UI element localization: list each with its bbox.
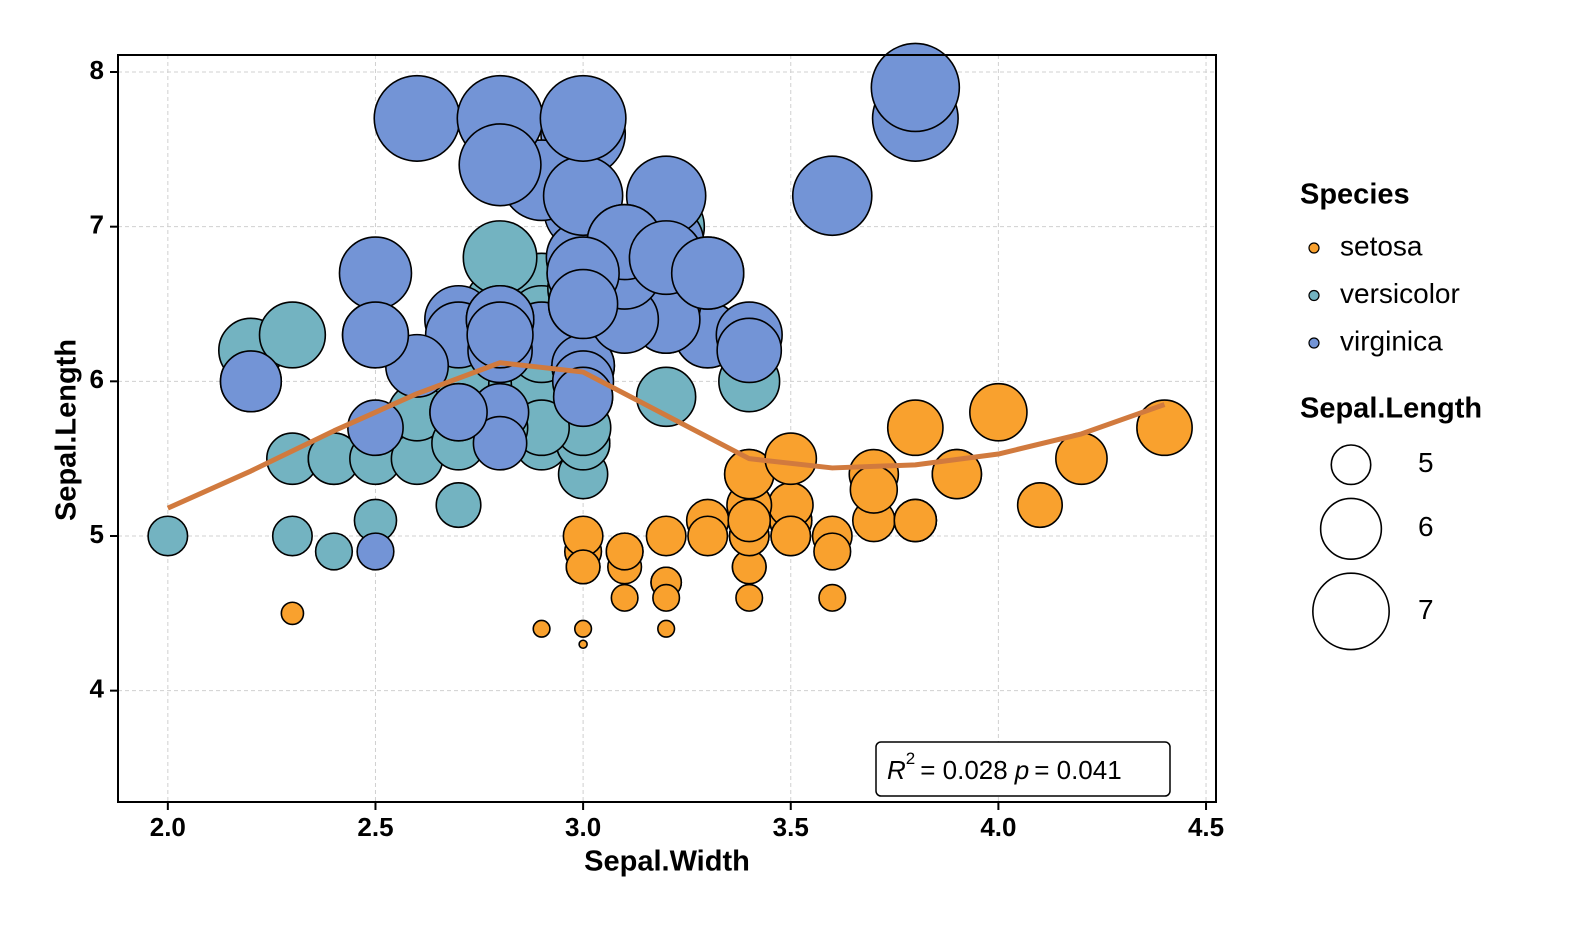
size-legend-title: Sepal.Length: [1300, 393, 1482, 425]
bubble: [716, 317, 783, 384]
bubble: [657, 619, 676, 638]
bubble: [472, 415, 528, 471]
r-superscript: 2: [906, 749, 915, 768]
bubble: [670, 236, 745, 310]
size-legend-key: [1312, 572, 1390, 651]
bubble: [356, 532, 395, 571]
bubble: [652, 583, 681, 612]
y-tick-label: 7: [90, 210, 104, 240]
x-tick-label: 3.0: [565, 812, 601, 842]
size-legend-key: [1319, 497, 1383, 561]
legend-label: versicolor: [1340, 278, 1460, 309]
bubble: [373, 74, 461, 162]
bubble: [1016, 481, 1063, 529]
legend-key: [1308, 337, 1320, 349]
bubble: [605, 532, 644, 571]
legend-title: Species: [1300, 179, 1410, 211]
bubble: [813, 532, 852, 571]
x-tick-label: 3.5: [773, 812, 809, 842]
size-legend-key: [1330, 444, 1372, 486]
bubble: [610, 583, 639, 612]
y-tick-label: 6: [90, 364, 104, 394]
bubble: [552, 366, 614, 428]
bubble: [338, 236, 413, 310]
bubble: [886, 399, 944, 457]
bubble: [893, 498, 938, 543]
y-axis-title: Sepal.Length: [51, 339, 83, 521]
bubble: [735, 583, 764, 612]
y-tick-label: 4: [90, 674, 105, 704]
bubble: [727, 498, 772, 543]
plot-border: [117, 54, 1217, 803]
bubble: [645, 515, 687, 557]
x-axis-title: Sepal.Width: [584, 846, 750, 878]
p-value: = 0.041: [1034, 755, 1121, 785]
x-tick-label: 4.5: [1188, 812, 1224, 842]
bubble: [849, 465, 899, 514]
bubble: [573, 619, 593, 638]
bubble: [466, 301, 534, 369]
bubble: [347, 399, 404, 457]
bubble: [870, 42, 961, 133]
smooth-line: [166, 360, 1166, 511]
bubble: [578, 639, 588, 650]
bubble: [547, 268, 619, 340]
bubble: [565, 549, 601, 585]
size-legend-label: 6: [1418, 511, 1434, 542]
r-symbol: R: [887, 755, 906, 785]
bubble: [341, 301, 410, 369]
bubble: [791, 155, 873, 237]
legend-label: virginica: [1340, 325, 1443, 356]
bubble: [258, 301, 327, 369]
bubble: [969, 382, 1028, 442]
bubble: [219, 350, 283, 413]
bubble: [462, 220, 538, 296]
bubble: [1136, 399, 1193, 457]
r-value: = 0.028: [920, 755, 1007, 785]
annotation-text: R2 = 0.028 p = 0.041: [887, 749, 1122, 784]
annotation-box: [875, 741, 1171, 797]
x-tick-label: 4.0: [980, 812, 1016, 842]
bubble: [818, 583, 847, 612]
bubble: [635, 366, 697, 428]
bubble: [429, 382, 488, 442]
bubble: [458, 123, 542, 207]
y-tick-label: 8: [90, 55, 104, 85]
x-tick-label: 2.0: [150, 812, 186, 842]
bubble: [687, 515, 729, 557]
legend-key: [1308, 289, 1320, 302]
legend-key: [1308, 242, 1320, 254]
bubble: [271, 515, 313, 557]
x-tick-label: 2.5: [357, 812, 393, 842]
bubble: [280, 601, 305, 626]
annotation: R2 = 0.028 p = 0.041: [875, 741, 1171, 797]
bubble: [314, 532, 354, 571]
size-legend-label: 7: [1418, 594, 1434, 625]
bubble: [764, 432, 818, 486]
bubble: [532, 619, 551, 638]
y-tick-label: 5: [90, 519, 104, 549]
size-legend-label: 5: [1418, 447, 1434, 478]
bubble: [435, 481, 482, 529]
bubble: [539, 74, 627, 162]
legend-label: setosa: [1340, 230, 1423, 261]
bubble: [770, 515, 812, 557]
p-symbol: p: [1014, 755, 1029, 785]
bubble: [147, 515, 189, 557]
